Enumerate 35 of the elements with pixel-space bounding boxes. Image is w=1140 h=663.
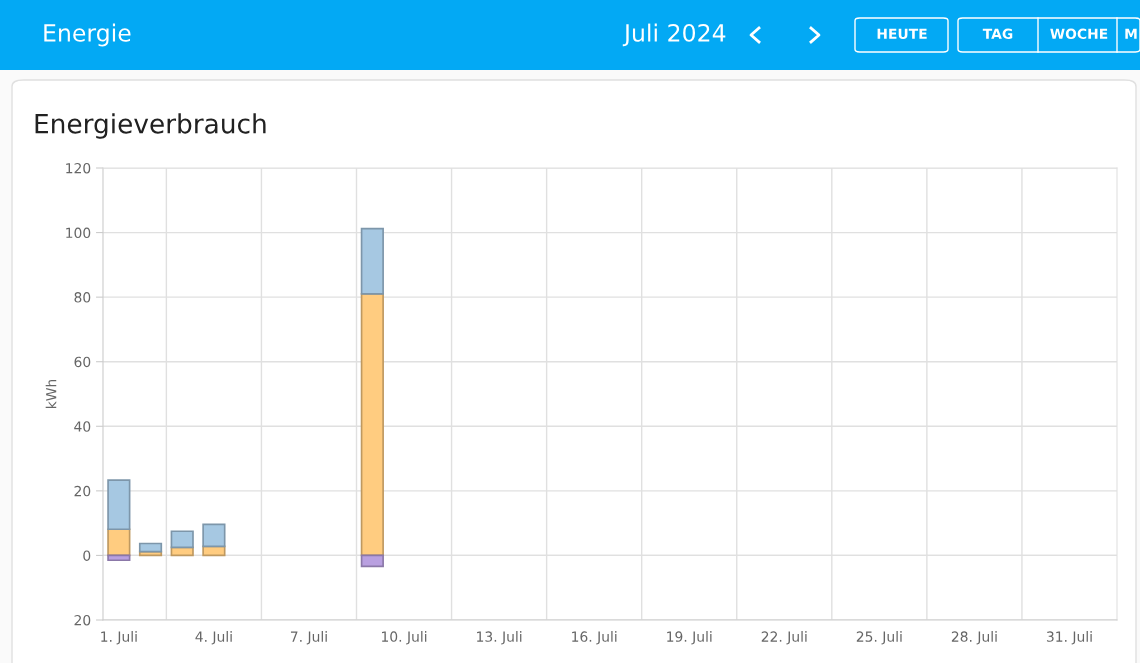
x-tick-label: 25. Juli: [856, 631, 902, 645]
y-tick-label: 20: [74, 614, 91, 626]
text: WOCHE: [1050, 28, 1108, 40]
bar: [360, 293, 384, 557]
y-tick-label: 120: [66, 162, 91, 174]
x-tick-label: 16. Juli: [572, 631, 617, 645]
chart-title: Energieverbrauch: [35, 113, 266, 139]
x-tick-label: 19. Juli: [667, 631, 712, 645]
x-tick-label: 13. Juli: [477, 631, 522, 645]
x-tick-label: 22. Juli: [761, 631, 807, 645]
y-tick-label: 40: [74, 421, 91, 432]
x-tick-label: 10. Juli: [382, 631, 427, 645]
x-tick-label: 1. Juli: [101, 631, 137, 645]
text: Energie: [44, 23, 131, 47]
text: Juli 2024: [622, 23, 726, 47]
y-tick-label: 100: [66, 227, 91, 239]
y-tick-label: 20: [74, 485, 91, 497]
y-tick-label: 80: [74, 292, 91, 303]
bar: [107, 554, 131, 562]
text: TAG: [982, 28, 1013, 40]
text: HEUTE: [877, 28, 927, 40]
bar: [360, 554, 384, 568]
x-tick-label: 28. Juli: [951, 631, 997, 645]
bar: [107, 479, 131, 531]
bar: [202, 523, 226, 548]
text: M: [1125, 28, 1137, 39]
y-axis-title: kWh: [45, 379, 57, 409]
x-tick-label: 7. Juli: [290, 631, 327, 645]
y-tick-label: 0: [83, 550, 91, 561]
bar: [138, 542, 163, 553]
y-tick-label: 60: [74, 356, 91, 368]
bar: [360, 227, 384, 295]
x-tick-label: 4. Juli: [195, 631, 232, 645]
x-tick-label: 31. Juli: [1046, 631, 1092, 645]
bar: [170, 530, 194, 549]
